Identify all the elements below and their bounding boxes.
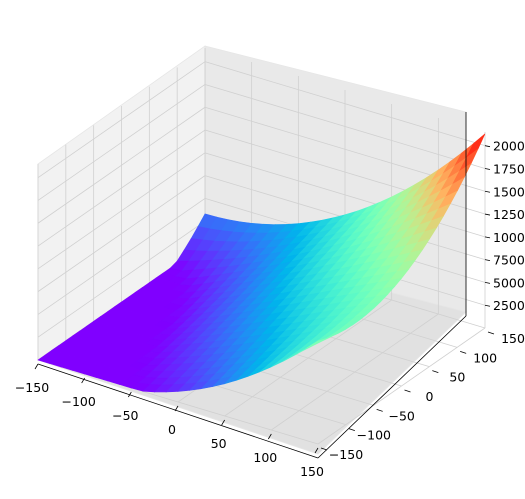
wall-grid-line	[37, 84, 206, 201]
y-tick	[432, 370, 439, 374]
x-tick-label: 0	[168, 422, 176, 437]
wall-grid-line	[37, 61, 206, 179]
ticks: −150 −100 −50 0 50 100 150 −150 −100 −50 0 50 100 150…	[15, 139, 525, 479]
z-tick-label: 7500	[493, 253, 525, 268]
wall-grid-line	[204, 61, 486, 147]
z-tick	[484, 145, 491, 148]
z-tick-label: 2500	[493, 298, 525, 313]
x-tick-label: −100	[61, 394, 95, 409]
x-tick	[221, 419, 226, 426]
x-tick	[267, 433, 272, 440]
z-tick	[484, 236, 491, 239]
x-tick-label: 100	[253, 450, 277, 465]
z-tick-label: 15000	[493, 184, 525, 199]
wall-grid-line	[37, 106, 206, 224]
y-tick-label: −50	[388, 408, 414, 423]
y-tick	[460, 350, 467, 354]
y-tick	[376, 408, 383, 412]
y-tick	[487, 331, 495, 335]
y-tick-label: −100	[357, 428, 391, 443]
x-tick-label: −50	[112, 408, 138, 423]
x-tick-label: 150	[300, 464, 324, 479]
y-tick	[404, 389, 411, 393]
z-tick-label: 12500	[493, 207, 525, 222]
y-tick-label: −150	[329, 447, 363, 462]
x-tick	[81, 377, 86, 384]
wall-grid-line	[37, 129, 206, 247]
wall-grid-line	[37, 198, 206, 315]
y-tick-label: 100	[473, 350, 497, 365]
surface	[37, 133, 486, 393]
x-tick	[127, 391, 132, 398]
y-tick	[348, 428, 355, 432]
wall-grid-line	[37, 175, 206, 292]
y-tick-label: 50	[449, 370, 465, 385]
y-tick-label: 0	[426, 389, 434, 404]
z-tick	[484, 259, 491, 262]
x-tick-label: −150	[15, 380, 49, 395]
z-tick	[484, 213, 491, 216]
y-tick	[320, 447, 328, 451]
z-tick-label: 20000	[493, 139, 525, 154]
z-tick	[484, 282, 491, 284]
axis-lines	[37, 112, 467, 459]
wall-grid-line	[204, 84, 486, 169]
x-tick	[174, 405, 179, 412]
z-tick	[484, 190, 491, 193]
wall-grid-line	[37, 220, 206, 338]
surface-cell	[306, 338, 326, 349]
z-tick-label: 10000	[493, 230, 525, 245]
x-tick	[34, 363, 39, 370]
z-tick	[484, 168, 491, 170]
x-tick	[314, 447, 319, 454]
y-tick-label: 150	[501, 331, 525, 346]
wall-grid-line	[37, 152, 206, 270]
z-tick	[484, 304, 491, 307]
x-tick-label: 50	[211, 436, 227, 451]
z-tick-label: 17500	[493, 161, 525, 176]
z-tick-label: 5000	[493, 275, 525, 290]
